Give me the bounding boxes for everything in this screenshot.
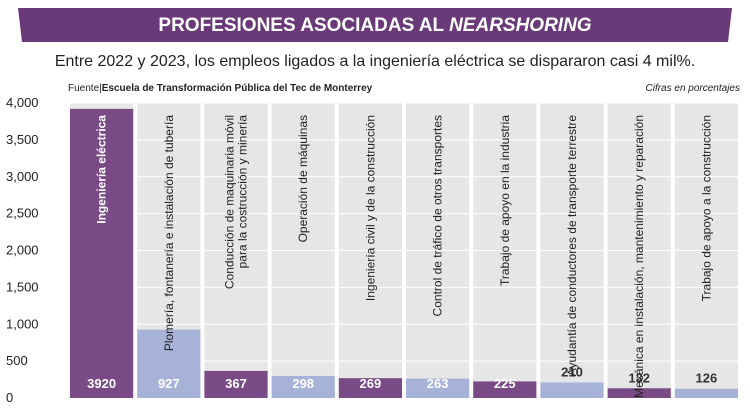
bar: [540, 382, 604, 398]
bar: [473, 381, 537, 398]
value-label: 367: [225, 376, 247, 391]
bar: [607, 388, 671, 398]
y-tick-label: 0: [6, 390, 13, 405]
category-label: Operación de máquinas: [296, 115, 310, 242]
source-label: Fuente|: [68, 83, 102, 94]
category-label: Trabajo de apoyo en la industria: [498, 115, 512, 286]
y-tick-label: 2,000: [6, 243, 39, 258]
chart-title: PROFESIONES ASOCIADAS AL NEARSHORING: [158, 15, 591, 36]
bar: [137, 329, 201, 398]
source: Fuente|Escuela de Transformación Pública…: [68, 83, 373, 94]
note: Cifras en porcentajes: [646, 83, 741, 94]
value-label: 126: [696, 371, 718, 386]
y-tick-label: 2,500: [6, 206, 39, 221]
y-tick-label: 4,000: [6, 95, 39, 110]
title-banner: [18, 8, 732, 42]
y-tick-label: 3,000: [6, 169, 39, 184]
category-label: Trabajo de apoyo a la construcción: [699, 115, 713, 301]
y-tick-label: 1,000: [6, 316, 39, 331]
value-label: 210: [561, 365, 583, 380]
value-label: 132: [628, 370, 650, 385]
bar: [338, 378, 402, 398]
title-emphasis: NEARSHORING: [449, 15, 592, 36]
value-label: 927: [158, 376, 180, 391]
category-label: Plomería, fontanería e instalación de tu…: [162, 115, 176, 351]
source-name: Escuela de Transformación Pública del Te…: [102, 83, 373, 94]
category-label: Ingeniería eléctrica: [95, 115, 109, 224]
bar: [674, 388, 738, 398]
bar: [271, 376, 335, 398]
y-tick-label: 1,500: [6, 279, 39, 294]
category-label: Ingeniería civil y de la construcción: [363, 115, 377, 301]
value-label: 263: [427, 376, 449, 391]
category-label: Conducción de maquinaria móvilpara la co…: [223, 115, 250, 289]
value-label: 3920: [87, 376, 116, 391]
bar: [406, 378, 470, 398]
y-tick-label: 3,500: [6, 132, 39, 147]
category-label: Ayudantía de conductores de transporte t…: [565, 115, 579, 377]
bar: [204, 370, 268, 398]
value-label: 225: [494, 376, 516, 391]
bar: [70, 108, 134, 399]
subtitle: Entre 2022 y 2023, los empleos ligados a…: [55, 53, 695, 70]
value-label: 298: [292, 376, 314, 391]
value-label: 269: [360, 376, 382, 391]
category-label: Mecánica en instalación, mantenimiento y…: [632, 115, 646, 398]
category-label: Control de tráfico de otros transportes: [431, 115, 445, 316]
title-text: PROFESIONES ASOCIADAS AL: [158, 15, 444, 36]
y-tick-label: 500: [6, 353, 28, 368]
